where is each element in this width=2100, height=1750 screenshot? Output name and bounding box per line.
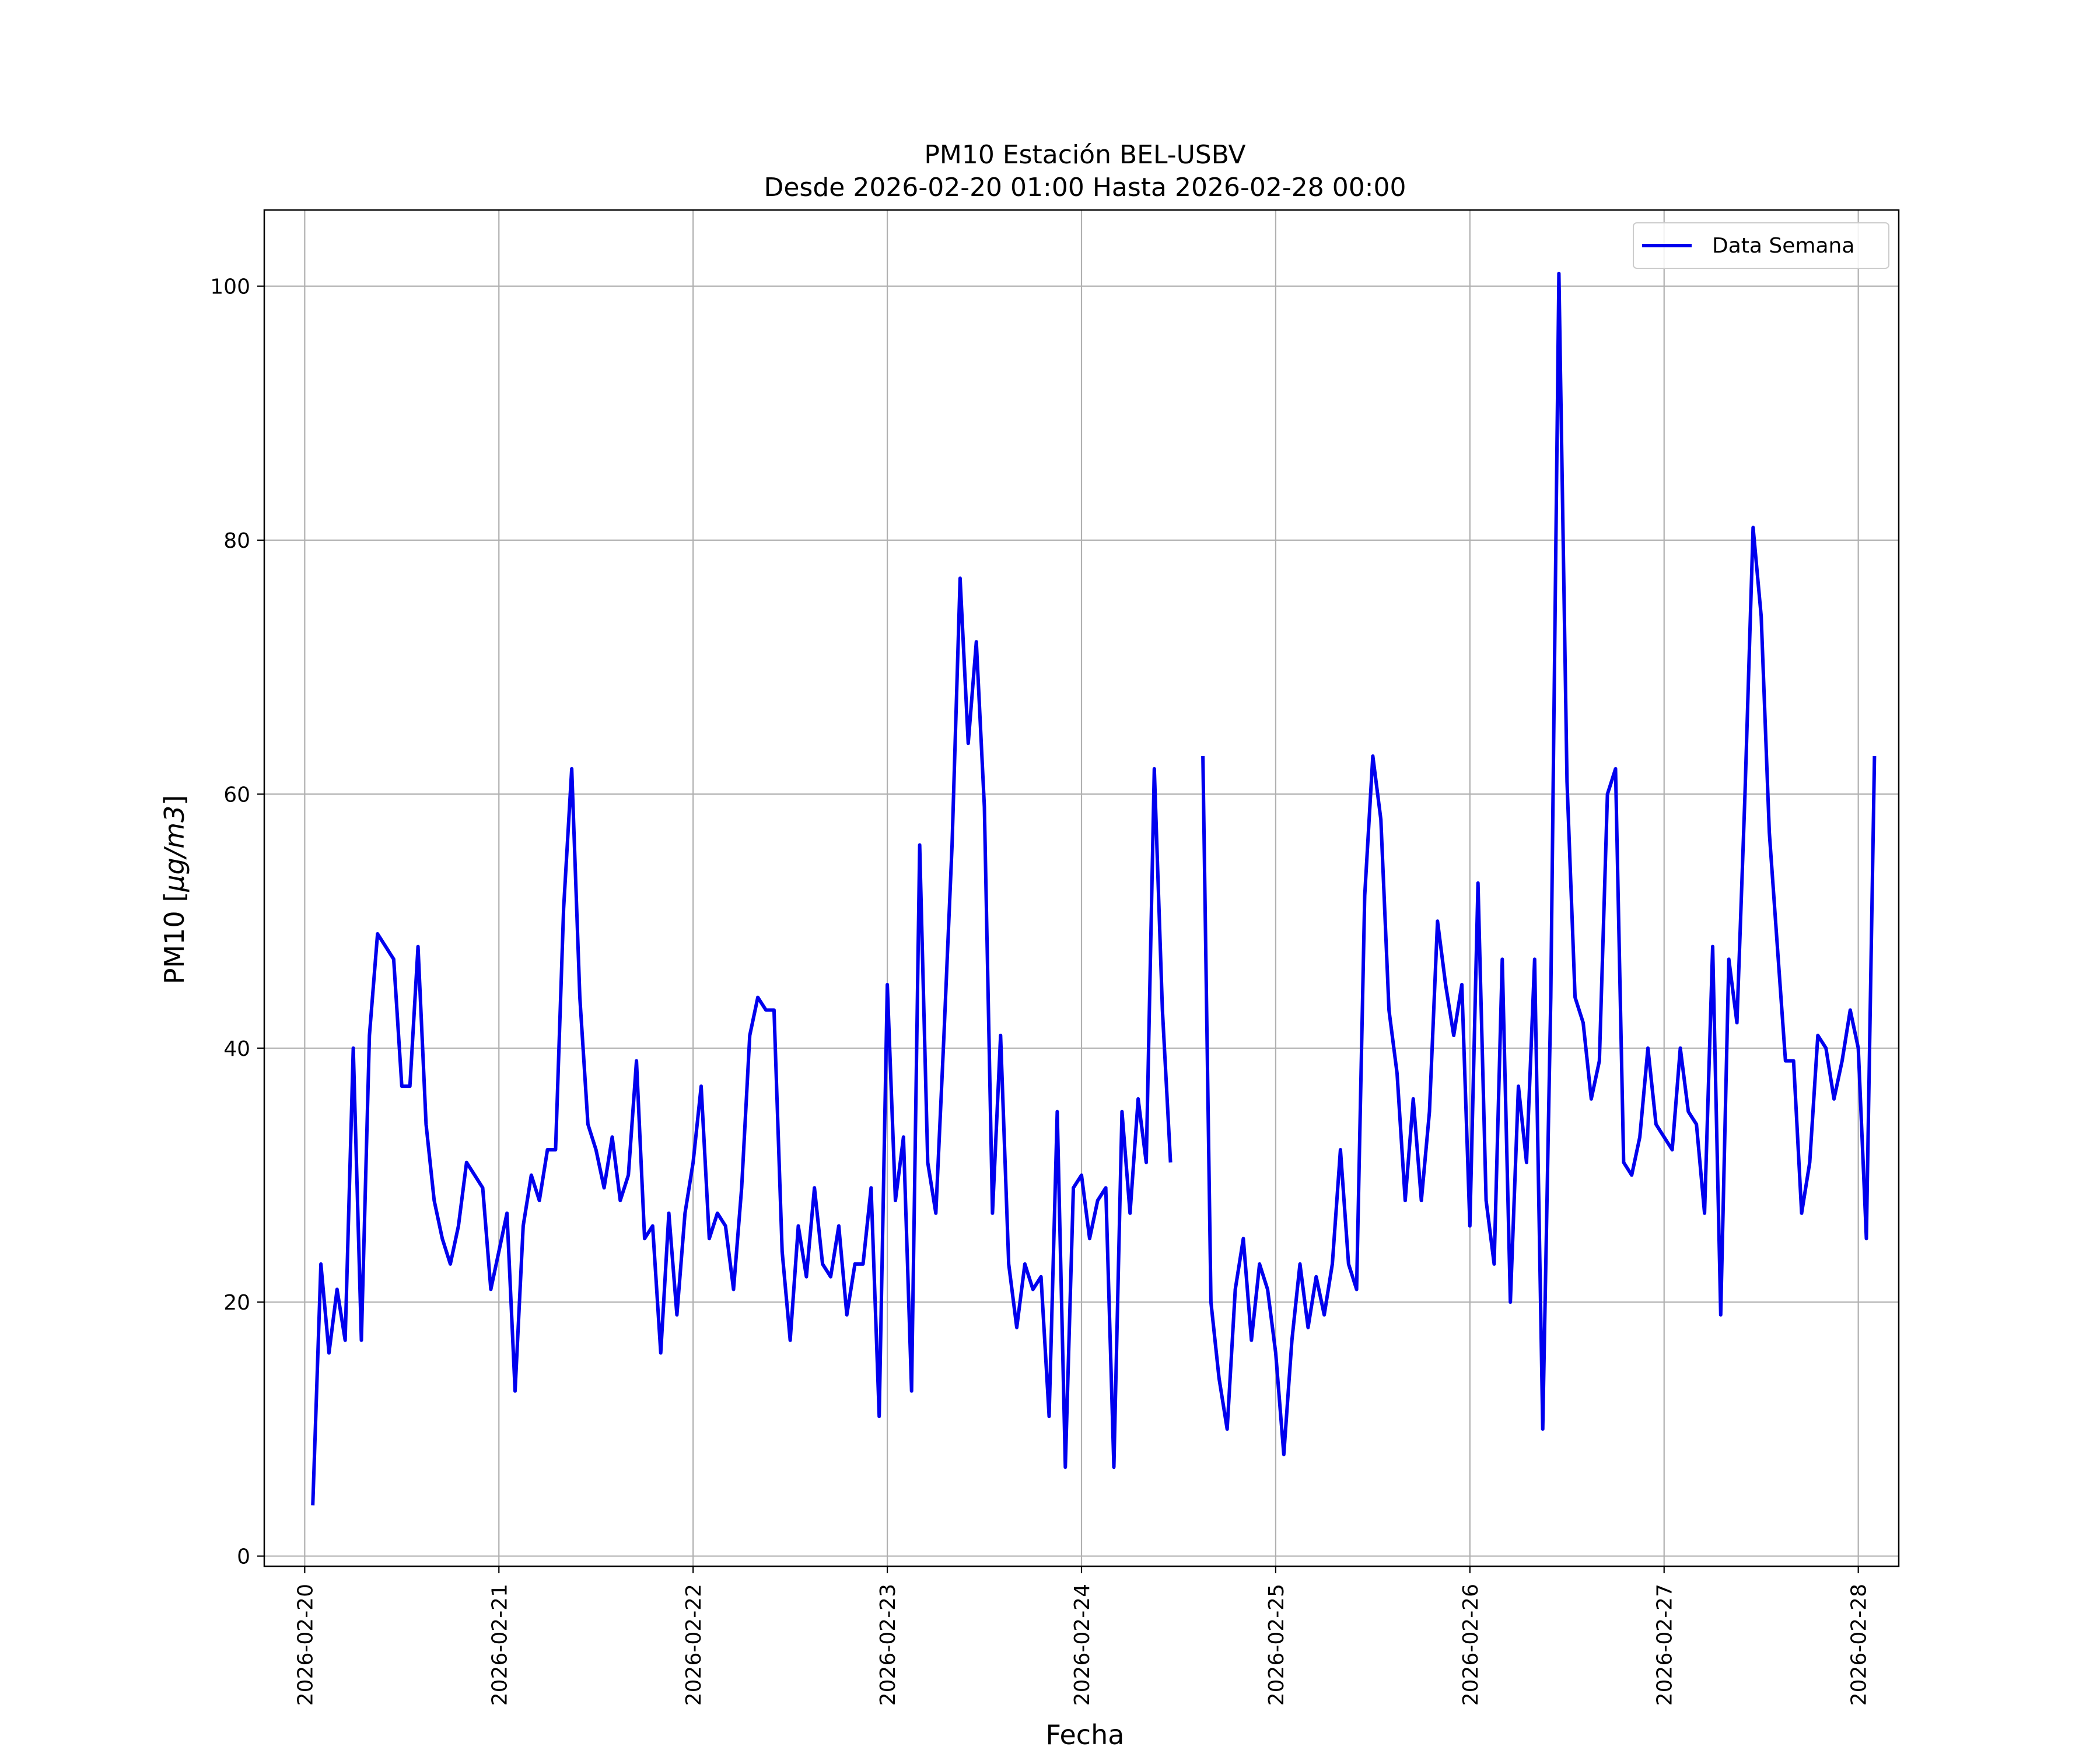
grid-lines <box>264 210 1899 1566</box>
x-tick-label: 2026-02-25 <box>1265 1584 1289 1706</box>
legend: Data Semana <box>1633 222 1889 269</box>
y-tick-label: 100 <box>210 275 250 299</box>
chart-subtitle: Desde 2026-02-20 01:00 Hasta 2026-02-28 … <box>764 173 1406 202</box>
chart-title: PM10 Estación BEL-USBV <box>924 140 1245 170</box>
y-tick-label: 40 <box>223 1037 250 1061</box>
series-line-data-semana <box>1201 271 1877 1457</box>
y-axis-label-close: ] <box>159 795 190 806</box>
x-tick-label: 2026-02-27 <box>1653 1584 1677 1706</box>
x-tick-label: 2026-02-21 <box>488 1584 512 1706</box>
y-tick-label: 0 <box>237 1545 250 1569</box>
y-axis-ticks: 0 20 40 60 80 100 <box>210 275 264 1569</box>
x-tick-label: 2026-02-28 <box>1847 1584 1871 1706</box>
series-line-data-semana <box>311 576 1172 1506</box>
x-tick-label: 2026-02-24 <box>1070 1584 1094 1706</box>
y-tick-label: 20 <box>223 1291 250 1315</box>
x-axis-ticks: 2026-02-20 2026-02-21 2026-02-22 2026-02-23… <box>293 1566 1871 1706</box>
x-tick-label: 2026-02-26 <box>1459 1584 1483 1706</box>
y-tick-label: 80 <box>223 529 250 553</box>
y-tick-label: 60 <box>223 783 250 807</box>
legend-entry-data-semana: Data Semana <box>1712 234 1854 258</box>
x-tick-label: 2026-02-22 <box>682 1584 706 1706</box>
data-layer <box>311 271 1877 1506</box>
legend-box <box>1633 222 1889 269</box>
y-axis-label: PM10 [μg/m3] <box>159 795 190 985</box>
y-axis-label-unit: μg/m3 <box>159 806 190 892</box>
x-axis-label: Fecha <box>1046 1719 1125 1750</box>
x-tick-label: 2026-02-20 <box>293 1584 317 1706</box>
x-tick-label: 2026-02-23 <box>876 1584 900 1706</box>
y-axis-label-main: PM10 [ <box>159 892 190 985</box>
